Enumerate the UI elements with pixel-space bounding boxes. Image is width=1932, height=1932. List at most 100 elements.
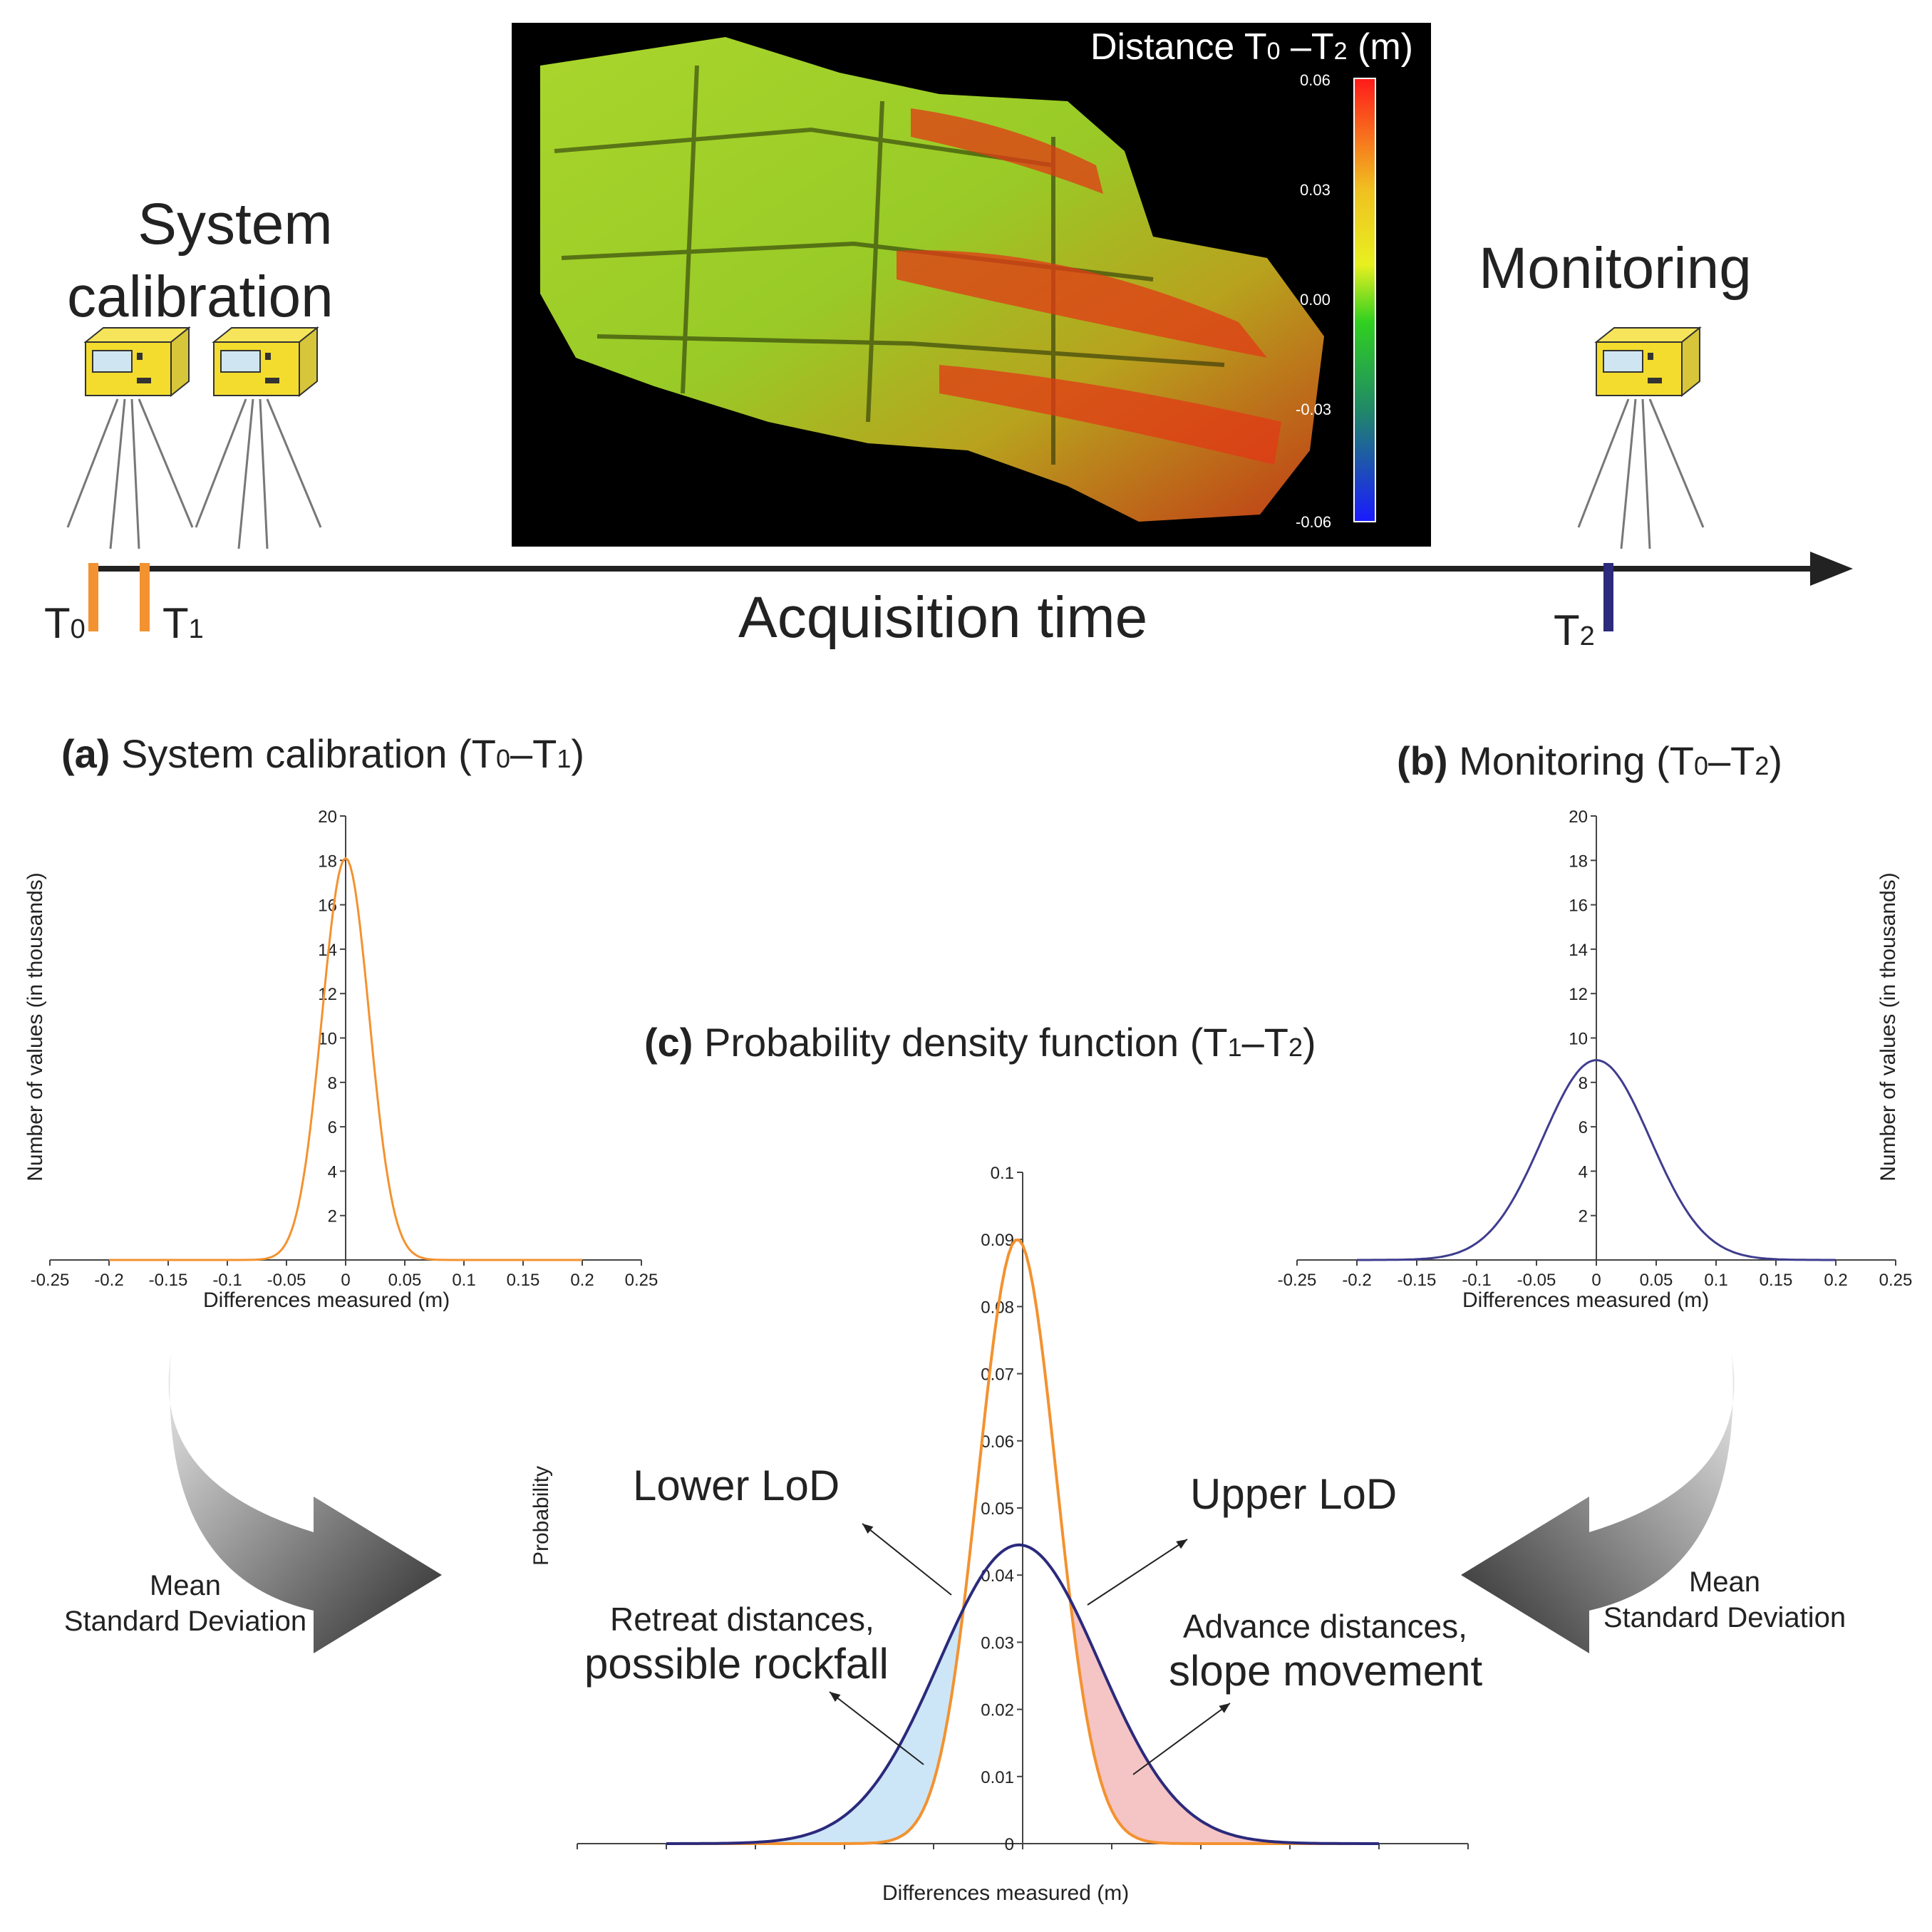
upper-lod-region <box>1073 1604 1379 1844</box>
y-tick-label: 12 <box>318 985 337 1004</box>
calibration-title-line2: calibration <box>67 264 334 329</box>
colorbar-tick: 0.00 <box>1300 291 1331 309</box>
scanner-tripod <box>66 398 194 549</box>
y-tick-label: 0.05 <box>981 1499 1014 1519</box>
retreat-label-line2: possible rockfall <box>584 1640 889 1688</box>
y-tick-label: 2 <box>328 1207 337 1226</box>
y-tick-label: 20 <box>318 807 337 827</box>
y-tick-label: 4 <box>1579 1162 1588 1182</box>
distance-heatmap: Distance T0 –T2 (m) 0.06 0.03 0.00 -0.03… <box>512 23 1431 547</box>
x-tick-label: -0.15 <box>1398 1271 1437 1290</box>
chart-b-ylabel: Number of values (in thousands) <box>1876 872 1900 1182</box>
x-tick-label: -0.05 <box>1517 1271 1556 1290</box>
y-tick-label: 2 <box>1579 1207 1588 1226</box>
advance-arrow-head <box>1219 1703 1230 1713</box>
series-line-1 <box>109 857 582 1261</box>
x-tick-label: -0.1 <box>1462 1271 1491 1290</box>
chart-b-monitoring: -0.25 -0.2 -0.15 -0.1 -0.05 0 0.05 0.1 0.15 0.2 0.… <box>1278 807 1913 1290</box>
y-tick-label: 18 <box>318 852 337 871</box>
chart-b-xlabel: Differences measured (m) <box>1462 1288 1710 1312</box>
t1-label: T1 <box>162 599 204 647</box>
rock-texture <box>554 65 1225 465</box>
y-tick-label: 0.06 <box>981 1432 1014 1452</box>
t2-label: T2 <box>1554 606 1595 654</box>
acquisition-time-label: Acquisition time <box>738 585 1148 650</box>
timeline-arrowhead <box>1810 552 1853 586</box>
colorbar-tick: 0.03 <box>1300 181 1331 199</box>
y-tick-label: 18 <box>1569 852 1588 871</box>
retreat-arrow-head <box>830 1692 841 1702</box>
colorbar-tick: 0.06 <box>1300 71 1331 89</box>
y-tick-label: 4 <box>328 1162 337 1182</box>
x-tick-label: 0.05 <box>1640 1271 1673 1290</box>
heatmap-title: Distance T0 –T2 (m) <box>1090 26 1413 68</box>
x-tick-label: -0.1 <box>212 1271 242 1290</box>
colorbar-tick: -0.03 <box>1296 401 1332 418</box>
y-tick-label: 20 <box>1569 807 1588 827</box>
t2-marker <box>1603 563 1613 631</box>
retreat-arrow <box>829 1691 924 1765</box>
x-tick-label: 0.25 <box>625 1271 658 1290</box>
chart-a-calibration: -0.25 -0.2 -0.15 -0.1 -0.05 0 0.05 0.1 0.15 0.2 0.… <box>31 807 658 1290</box>
x-tick-label: 0.15 <box>1760 1271 1793 1290</box>
scanner-body <box>83 326 191 398</box>
x-tick-label: 0.15 <box>507 1271 540 1290</box>
advance-label-line1: Advance distances, <box>1183 1608 1467 1645</box>
y-tick-label: 8 <box>1579 1074 1588 1093</box>
calibration-title: System <box>138 192 333 257</box>
y-tick-label: 0.01 <box>981 1768 1014 1787</box>
t0-marker <box>88 563 98 631</box>
right-curved-arrow-icon <box>1461 1354 1735 1653</box>
scanner-icon-t1 <box>195 326 322 549</box>
red-bands <box>897 108 1281 465</box>
monitoring-title: Monitoring <box>1479 236 1752 301</box>
upper-lod-label: Upper LoD <box>1190 1470 1398 1518</box>
lower-lod-arrow-head <box>862 1524 874 1534</box>
y-tick-label: 0 <box>1005 1835 1014 1853</box>
y-tick-label: 12 <box>1569 985 1588 1004</box>
retreat-label-line1: Retreat distances, <box>610 1601 874 1638</box>
y-tick-label: 0.1 <box>991 1164 1014 1183</box>
advance-label-line2: slope movement <box>1169 1647 1483 1695</box>
t0-label: T0 <box>44 599 86 647</box>
y-tick-label: 0.09 <box>981 1231 1014 1250</box>
x-tick-label: 0.05 <box>388 1271 422 1290</box>
y-tick-label: 0.02 <box>981 1701 1014 1720</box>
colorbar-tick: -0.06 <box>1296 513 1332 531</box>
x-tick-label: -0.2 <box>94 1271 123 1290</box>
chart-c-pdf: -0.25-0.2-0.15-0.1-0.0500.050.10.150.20.… <box>577 1164 1469 1853</box>
x-tick-label: 0.1 <box>452 1271 475 1290</box>
lower-lod-arrow <box>862 1523 952 1596</box>
panel-b-title: (b) Monitoring (T0–T2) <box>1397 738 1783 783</box>
series-line-2 <box>666 1543 1379 1845</box>
chart-c-xlabel: Differences measured (m) <box>882 1881 1130 1905</box>
x-tick-label: -0.05 <box>267 1271 306 1290</box>
t1-marker <box>140 563 150 631</box>
y-tick-label: 10 <box>1569 1030 1588 1049</box>
left-stats: Mean Standard Deviation <box>63 1570 307 1637</box>
point-cloud <box>540 37 1376 522</box>
y-tick-label: 0.07 <box>981 1365 1014 1385</box>
x-tick-label: 0 <box>1591 1271 1601 1290</box>
chart-a-xlabel: Differences measured (m) <box>203 1288 450 1312</box>
lower-lod-label: Lower LoD <box>633 1462 840 1509</box>
series-line-1 <box>1357 1059 1836 1261</box>
x-tick-label: -0.2 <box>1342 1271 1371 1290</box>
x-tick-label: -0.15 <box>149 1271 188 1290</box>
y-tick-label: 6 <box>1579 1118 1588 1137</box>
chart-a-ylabel: Number of values (in thousands) <box>24 872 47 1182</box>
timeline-axis <box>88 552 1853 631</box>
y-tick-label: 0.03 <box>981 1633 1014 1653</box>
y-tick-label: 6 <box>328 1118 337 1137</box>
panel-c-title: (c) Probability density function (T1–T2) <box>644 1020 1316 1065</box>
y-tick-label: 16 <box>1569 897 1588 916</box>
y-tick-label: 14 <box>1569 941 1588 960</box>
chart-c-ylabel: Probability <box>530 1465 553 1566</box>
panel-a-title: (a) System calibration (T0–T1) <box>61 731 585 776</box>
series-line-1 <box>666 1239 1379 1845</box>
lower-lod-region <box>666 1605 964 1844</box>
upper-lod-arrow-head <box>1176 1539 1187 1549</box>
x-tick-label: 0.1 <box>1704 1271 1727 1290</box>
right-stats: Mean Standard Deviation <box>1603 1566 1846 1633</box>
x-tick-label: 0 <box>341 1271 350 1290</box>
